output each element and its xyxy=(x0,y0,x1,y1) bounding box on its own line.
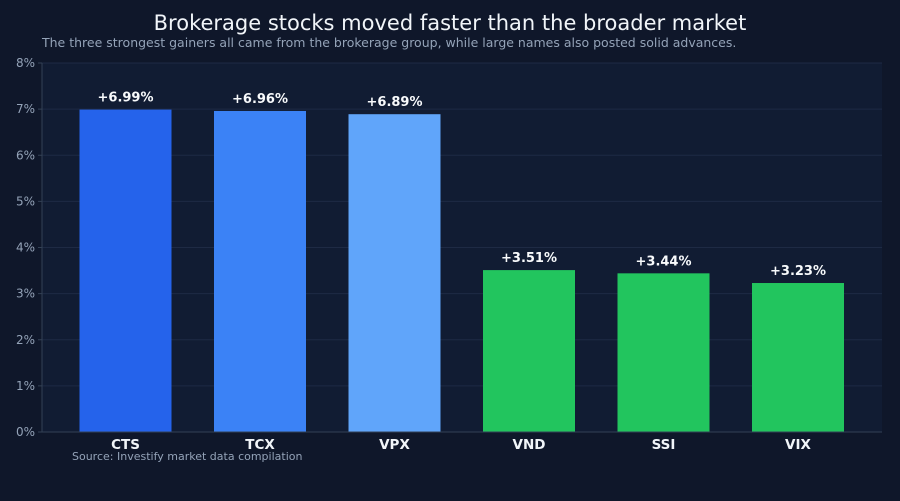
y-axis-ticks: 0% 1% 2% 3% 4% 5% 6% 7% 8% xyxy=(16,56,42,439)
bar-vpx xyxy=(348,114,441,432)
bar-vix xyxy=(752,283,844,432)
x-tick-label: VPX xyxy=(379,437,410,453)
x-tick-label: VND xyxy=(513,437,546,453)
chart-source: Source: Investify market data compilatio… xyxy=(72,450,303,463)
bars xyxy=(79,109,844,433)
chart-subtitle: The three strongest gainers all came fro… xyxy=(42,35,737,50)
bar-cts xyxy=(79,109,172,433)
x-tick-label: CTS xyxy=(111,437,140,453)
data-label: +6.96% xyxy=(232,92,288,107)
x-axis-ticks: CTS TCX VPX VND SSI VIX xyxy=(111,437,811,453)
y-tick-label: 2% xyxy=(16,333,35,347)
y-tick-label: 6% xyxy=(16,148,35,162)
chart-title: Brokerage stocks moved faster than the b… xyxy=(153,11,747,35)
y-tick-label: 5% xyxy=(16,194,35,208)
data-label: +3.23% xyxy=(770,264,826,279)
bar-ssi xyxy=(617,273,710,432)
y-tick-label: 8% xyxy=(16,56,35,70)
y-tick-label: 7% xyxy=(16,102,35,116)
data-label: +3.44% xyxy=(636,254,692,269)
data-label: +6.89% xyxy=(367,95,423,110)
x-tick-label: VIX xyxy=(785,437,811,453)
bar-tcx xyxy=(214,110,306,432)
x-tick-label: SSI xyxy=(652,437,676,453)
bar-vnd xyxy=(483,270,575,432)
data-labels: +6.99% +6.96% +6.89% +3.51% +3.44% +3.23% xyxy=(98,91,827,279)
grid-lines xyxy=(42,62,882,387)
data-label: +6.99% xyxy=(98,91,154,106)
y-tick-label: 0% xyxy=(16,425,35,439)
y-tick-label: 4% xyxy=(16,241,35,255)
data-label: +3.51% xyxy=(501,251,557,266)
y-tick-label: 3% xyxy=(16,287,35,301)
y-tick-label: 1% xyxy=(16,379,35,393)
x-tick-label: TCX xyxy=(245,437,275,453)
